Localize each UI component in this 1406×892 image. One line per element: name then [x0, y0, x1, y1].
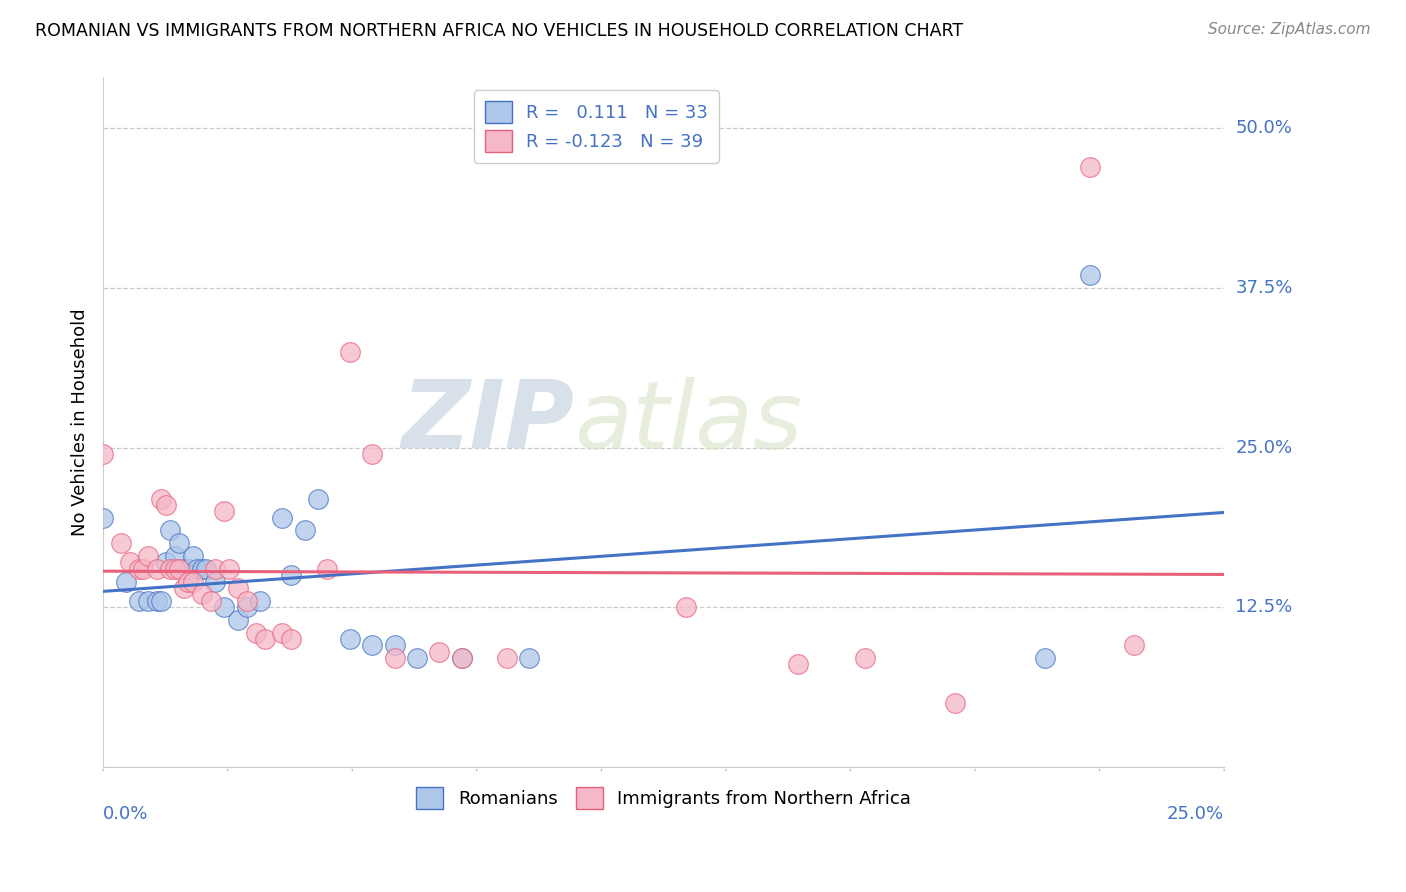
Text: 37.5%: 37.5%: [1236, 279, 1292, 297]
Point: [339, 344, 361, 359]
Point: [517, 651, 540, 665]
Point: [146, 593, 169, 607]
Point: [114, 574, 136, 589]
Point: [361, 638, 384, 652]
Point: [91, 510, 114, 524]
Point: [212, 600, 235, 615]
Point: [226, 581, 249, 595]
Y-axis label: No Vehicles in Household: No Vehicles in Household: [72, 309, 89, 536]
Point: [191, 587, 214, 601]
Point: [155, 498, 177, 512]
Point: [169, 536, 191, 550]
Point: [271, 625, 294, 640]
Point: [271, 510, 294, 524]
Point: [316, 562, 339, 576]
Point: [177, 574, 200, 589]
Text: 25.0%: 25.0%: [1167, 805, 1225, 823]
Text: 12.5%: 12.5%: [1236, 598, 1292, 616]
Point: [146, 562, 169, 576]
Point: [787, 657, 810, 672]
Point: [384, 651, 406, 665]
Point: [186, 562, 208, 576]
Point: [191, 562, 214, 576]
Point: [450, 651, 472, 665]
Point: [204, 562, 226, 576]
Point: [163, 562, 186, 576]
Point: [249, 593, 271, 607]
Point: [132, 562, 155, 576]
Point: [280, 632, 302, 646]
Point: [181, 574, 204, 589]
Point: [1078, 160, 1101, 174]
Point: [173, 562, 195, 576]
Point: [150, 593, 173, 607]
Point: [1123, 638, 1146, 652]
Point: [136, 593, 159, 607]
Point: [235, 600, 257, 615]
Point: [136, 549, 159, 563]
Point: [294, 524, 316, 538]
Point: [218, 562, 240, 576]
Text: ROMANIAN VS IMMIGRANTS FROM NORTHERN AFRICA NO VEHICLES IN HOUSEHOLD CORRELATION: ROMANIAN VS IMMIGRANTS FROM NORTHERN AFR…: [35, 22, 963, 40]
Point: [235, 593, 257, 607]
Point: [169, 562, 191, 576]
Point: [280, 568, 302, 582]
Point: [150, 491, 173, 506]
Point: [163, 549, 186, 563]
Point: [177, 562, 200, 576]
Point: [675, 600, 697, 615]
Point: [943, 696, 966, 710]
Point: [195, 562, 218, 576]
Point: [118, 555, 141, 569]
Point: [245, 625, 267, 640]
Point: [128, 593, 150, 607]
Point: [200, 593, 222, 607]
Point: [181, 549, 204, 563]
Text: 25.0%: 25.0%: [1236, 439, 1292, 457]
Point: [226, 613, 249, 627]
Text: 0.0%: 0.0%: [103, 805, 149, 823]
Point: [253, 632, 276, 646]
Text: Source: ZipAtlas.com: Source: ZipAtlas.com: [1208, 22, 1371, 37]
Text: ZIP: ZIP: [401, 376, 574, 468]
Point: [853, 651, 876, 665]
Point: [212, 504, 235, 518]
Point: [1033, 651, 1056, 665]
Text: atlas: atlas: [574, 376, 803, 467]
Point: [450, 651, 472, 665]
Point: [159, 524, 181, 538]
Point: [155, 555, 177, 569]
Legend: Romanians, Immigrants from Northern Africa: Romanians, Immigrants from Northern Afri…: [405, 776, 922, 820]
Point: [204, 574, 226, 589]
Point: [406, 651, 429, 665]
Point: [1078, 268, 1101, 283]
Point: [384, 638, 406, 652]
Point: [128, 562, 150, 576]
Point: [495, 651, 517, 665]
Point: [91, 447, 114, 461]
Point: [173, 581, 195, 595]
Point: [307, 491, 329, 506]
Point: [339, 632, 361, 646]
Text: 50.0%: 50.0%: [1236, 120, 1292, 137]
Point: [429, 645, 451, 659]
Point: [110, 536, 132, 550]
Point: [361, 447, 384, 461]
Point: [159, 562, 181, 576]
